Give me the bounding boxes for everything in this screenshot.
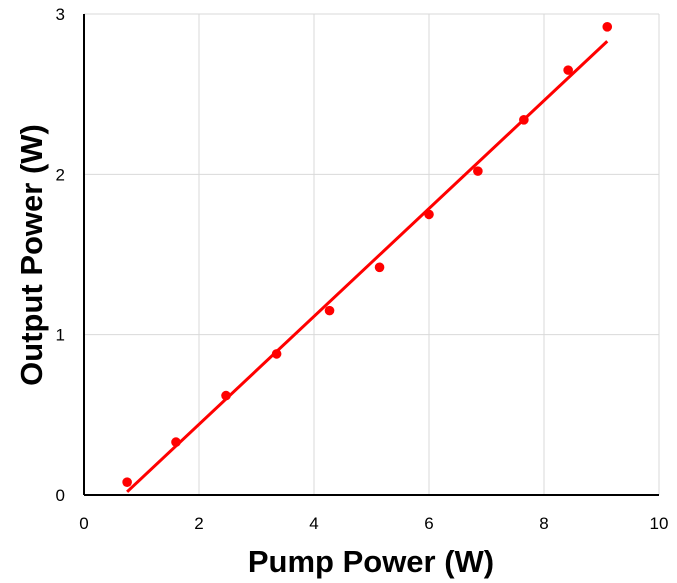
data-point [424, 209, 434, 220]
y-tick-label: 0 [56, 486, 65, 505]
data-point [324, 305, 335, 316]
x-tick-labels: 0 2 4 6 8 10 [79, 514, 668, 533]
data-point [122, 477, 132, 487]
x-tick-label: 6 [424, 514, 433, 533]
fit-line-layer [126, 40, 609, 493]
x-tick-label: 4 [309, 514, 318, 533]
x-tick-label: 10 [650, 514, 669, 533]
data-point [473, 166, 483, 176]
y-tick-label: 3 [56, 5, 65, 24]
y-tick-label: 2 [56, 165, 65, 184]
y-axis-title: Output Power (W) [14, 124, 49, 386]
x-tick-label: 2 [194, 514, 203, 533]
x-tick-label: 8 [539, 514, 548, 533]
grid-lines [84, 13, 660, 495]
data-point [563, 65, 573, 75]
data-point [221, 390, 231, 401]
fit-line [126, 40, 609, 493]
data-point [374, 262, 385, 273]
data-point [602, 22, 613, 32]
y-tick-label: 1 [56, 326, 65, 345]
data-point [271, 349, 282, 359]
x-axis-title: Pump Power (W) [248, 544, 494, 579]
y-tick-labels: 0 1 2 3 [56, 5, 65, 505]
x-tick-label: 0 [79, 514, 88, 533]
data-point [171, 437, 181, 447]
data-points [122, 22, 613, 487]
data-point [519, 115, 529, 125]
